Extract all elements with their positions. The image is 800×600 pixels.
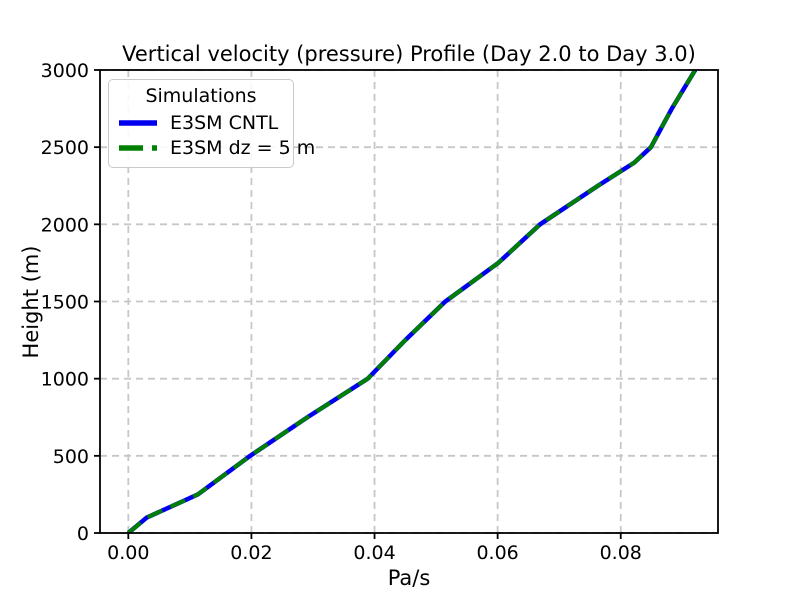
solid-line-sample-icon <box>119 119 157 126</box>
legend-item-e3sm-cntl: E3SM CNTL <box>109 110 293 135</box>
y-tick-label: 3000 <box>41 60 89 82</box>
y-tick-label: 1000 <box>41 369 89 391</box>
y-tick-label: 2000 <box>41 214 89 236</box>
legend-item-e3sm-dz-5m: E3SM dz = 5 m <box>109 135 315 160</box>
x-tick-label: 0.08 <box>600 542 642 564</box>
x-tick-label: 0.00 <box>107 542 149 564</box>
x-tick-label: 0.06 <box>476 542 518 564</box>
legend-title: Simulations <box>145 85 257 107</box>
y-tick-label: 500 <box>53 446 89 468</box>
x-axis-label: Pa/s <box>387 566 431 590</box>
chart-title: Vertical velocity (pressure) Profile (Da… <box>122 42 696 66</box>
legend-label: E3SM dz = 5 m <box>170 136 316 159</box>
legend: Simulations E3SM CNTL E3SM dz = 5 m <box>108 79 315 168</box>
y-tick-label: 1500 <box>41 292 89 314</box>
x-tick-label: 0.02 <box>230 542 272 564</box>
x-tick-label: 0.04 <box>353 542 395 564</box>
dashed-line-sample-icon <box>119 144 157 151</box>
y-tick-label: 2500 <box>41 137 89 159</box>
y-tick-label: 0 <box>77 523 89 545</box>
series-line-e3sm-dz-5-m <box>127 69 697 533</box>
legend-label: E3SM CNTL <box>170 111 279 134</box>
